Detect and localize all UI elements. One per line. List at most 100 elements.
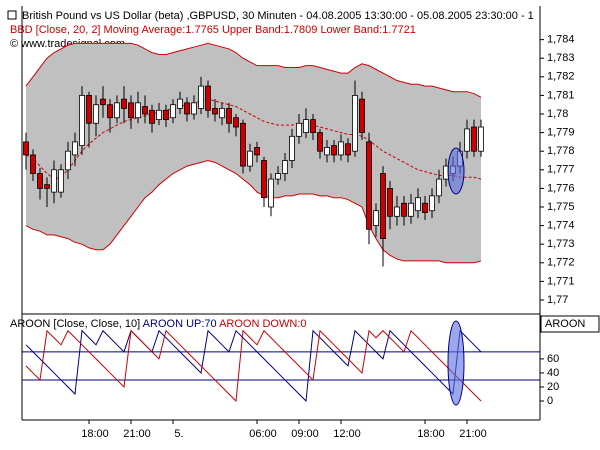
band-line xyxy=(25,42,482,98)
candle-body xyxy=(408,202,414,217)
y-tick-label: 1,773 xyxy=(547,238,575,250)
candle-body xyxy=(184,102,190,115)
candle-body xyxy=(205,85,211,111)
y-tick-label: 1,775 xyxy=(547,201,575,213)
candle-body xyxy=(114,102,120,119)
x-tick-label: 09:00 xyxy=(291,428,319,440)
y-tick-label: 1,771 xyxy=(547,275,575,287)
candle-body xyxy=(23,141,29,156)
candle-body xyxy=(303,119,309,134)
y-tick-label: 0 xyxy=(547,395,553,407)
candle-body xyxy=(121,98,127,109)
y-tick-label: 1,77 xyxy=(547,294,568,306)
candle-body xyxy=(373,210,379,226)
candle-body xyxy=(170,104,176,119)
aroon-title: AROON [Close, Close, 10] xyxy=(10,318,140,330)
x-tick-label: 06:00 xyxy=(249,428,277,440)
plot: 1,77 1,771 1,772 1,773 1,774 1,775 1,776 1,777 1… xyxy=(22,34,575,440)
x-tick-label: 5. xyxy=(174,428,183,440)
candle-body xyxy=(233,117,239,128)
candle-body xyxy=(289,135,295,161)
legend-down: AROON DOWN:0 xyxy=(219,318,306,330)
candle-body xyxy=(310,119,316,134)
candle-body xyxy=(380,173,386,240)
candle-body xyxy=(142,106,148,115)
candle-body xyxy=(324,147,330,156)
y-tick-label: 1,782 xyxy=(547,71,575,83)
icon xyxy=(7,10,17,20)
candle-body xyxy=(86,95,92,124)
candle-body xyxy=(219,108,225,119)
candle-body xyxy=(478,126,484,152)
band-line xyxy=(25,98,482,180)
candle-body xyxy=(65,150,71,171)
candle-body xyxy=(415,197,421,212)
candle-body xyxy=(366,141,372,230)
y-tick-label: 60 xyxy=(547,353,559,365)
y-tick-label: 1,781 xyxy=(547,89,575,101)
candle-body xyxy=(436,178,442,197)
candle-body xyxy=(261,160,267,199)
candle-body xyxy=(240,122,246,167)
band-line xyxy=(25,159,482,264)
candle-body xyxy=(296,122,302,137)
y-tick-label: 1,783 xyxy=(547,52,575,64)
candle-body xyxy=(37,173,43,189)
y-tick-label: 1,778 xyxy=(547,145,575,157)
y-tick-label: 1,779 xyxy=(547,127,575,139)
y-tick-label: 40 xyxy=(547,367,559,379)
candle-body xyxy=(149,109,155,124)
candle-body xyxy=(163,109,169,120)
candle-body xyxy=(247,150,253,167)
candle-body xyxy=(44,184,50,189)
indicator-legend: BBD [Close, 20, 2] Moving Average:1.7765… xyxy=(10,24,416,36)
candle-body xyxy=(128,102,134,119)
chart-title: British Pound vs US Dollar (beta) ,GBPUS… xyxy=(22,10,534,22)
candle-body xyxy=(79,95,85,147)
aroon-legend: AROON [Close, Close, 10] AROON UP:70 ARO… xyxy=(10,318,307,330)
candle-body xyxy=(226,108,232,124)
candle-body xyxy=(352,95,358,152)
y-tick-label: 1,774 xyxy=(547,219,575,231)
candle-body xyxy=(135,102,141,119)
y-tick-label: 1,776 xyxy=(547,182,575,194)
candle-body xyxy=(30,154,36,174)
y-tick-label: 1,784 xyxy=(547,34,575,46)
candle-body xyxy=(464,128,470,152)
candle-body xyxy=(387,187,393,217)
candle-body xyxy=(191,102,197,115)
candle-body xyxy=(345,143,351,156)
y-tick-label: 1,777 xyxy=(547,164,575,176)
x-tick-label: 12:00 xyxy=(333,428,361,440)
candle-body xyxy=(338,141,344,156)
highlight xyxy=(447,147,465,195)
candle-body xyxy=(58,169,64,193)
candle-body xyxy=(254,147,260,156)
candle-body xyxy=(51,169,57,193)
highlight xyxy=(447,320,465,406)
y-tick-label: 1,772 xyxy=(547,257,575,269)
legend-up: AROON UP:70 xyxy=(143,318,217,330)
candle-body xyxy=(268,178,274,208)
y-tick-label: 1,78 xyxy=(547,108,568,120)
candle-body xyxy=(317,132,323,152)
candle-body xyxy=(100,98,106,106)
candle-body xyxy=(429,195,435,212)
axis-title-box xyxy=(540,315,600,333)
candle-body xyxy=(282,160,288,174)
y-tick-label: 20 xyxy=(547,381,559,393)
candle-body xyxy=(212,108,218,115)
x-tick-label: 21:00 xyxy=(459,428,487,440)
candle-body xyxy=(177,98,183,109)
candle-body xyxy=(156,109,162,120)
candle-body xyxy=(359,98,365,134)
candle-body xyxy=(198,85,204,109)
x-tick-label: 21:00 xyxy=(123,428,151,440)
candle-body xyxy=(72,141,78,156)
candle-body xyxy=(275,173,281,180)
candle-body xyxy=(401,202,407,217)
candle-body xyxy=(331,145,337,156)
candle-body xyxy=(93,104,99,124)
